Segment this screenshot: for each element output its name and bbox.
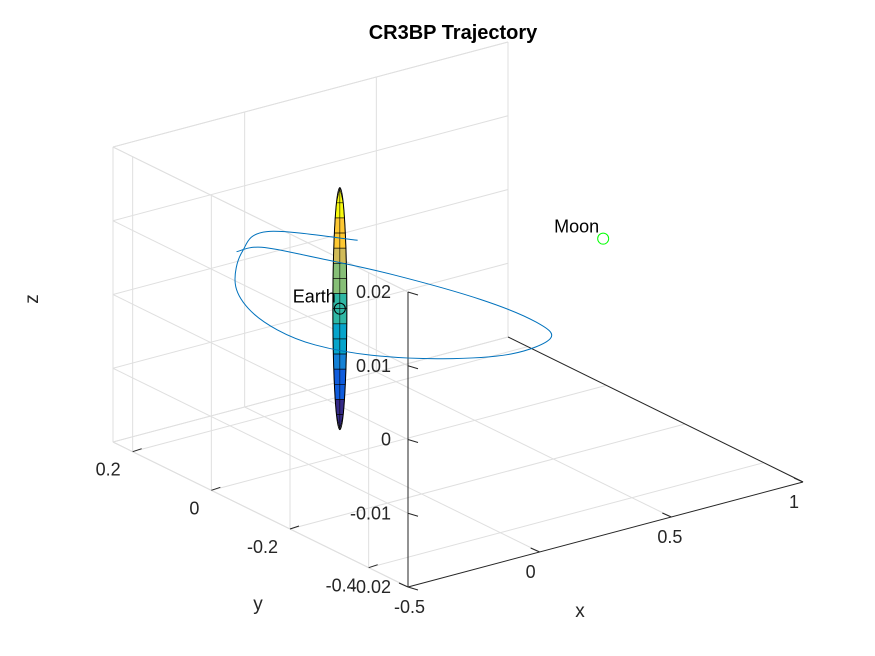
z-tick xyxy=(407,291,419,296)
x-tick-label: 0 xyxy=(526,562,536,582)
trajectory-line xyxy=(234,230,553,360)
z-tick xyxy=(407,586,419,591)
z-tick-label: 0.01 xyxy=(356,356,391,376)
y-tick-label: -0.2 xyxy=(247,537,278,557)
y-tick-label: -0.4 xyxy=(326,576,357,596)
axes xyxy=(132,291,804,591)
z-tick xyxy=(407,365,419,370)
grid-line xyxy=(112,262,509,369)
z-tick xyxy=(407,439,419,443)
grid-edge xyxy=(112,146,409,293)
grid-line xyxy=(132,346,528,453)
grid-line xyxy=(112,367,409,514)
bodies: Earth Moon xyxy=(293,217,610,315)
y-tick xyxy=(289,525,300,530)
y-tick xyxy=(211,486,221,491)
y-tick-label: 0.2 xyxy=(96,460,121,480)
z-tick-label: 0.02 xyxy=(356,282,391,302)
grid-line xyxy=(376,371,672,518)
grid-line xyxy=(112,220,409,367)
x-tick xyxy=(398,582,409,588)
grid-edge xyxy=(112,441,409,588)
x-tick-label: 1 xyxy=(789,492,799,512)
z-tick-label: -0.02 xyxy=(350,577,391,597)
earth-surface xyxy=(332,187,348,431)
grid-line xyxy=(112,189,509,295)
earth-marker xyxy=(333,302,346,315)
trajectory-series xyxy=(234,230,553,360)
z-tick xyxy=(407,512,419,517)
grid-line xyxy=(112,115,509,222)
y-axis-label: y xyxy=(253,594,263,615)
z-tick-label: 0 xyxy=(381,430,391,450)
moon-marker xyxy=(597,232,610,245)
x-axis-line xyxy=(407,481,804,588)
x-tick xyxy=(530,547,540,553)
grid-line xyxy=(368,462,764,569)
grid-line xyxy=(112,294,409,440)
grid-edge xyxy=(112,336,509,443)
moon-label: Moon xyxy=(554,217,599,237)
chart-title: CR3BP Trajectory xyxy=(369,22,538,44)
grid-line xyxy=(211,384,607,491)
y-tick-label: 0 xyxy=(189,498,199,518)
x-tick-label: 0.5 xyxy=(657,527,682,547)
x-axis-label: x xyxy=(575,601,585,622)
grid-edge xyxy=(112,41,509,148)
earth-label: Earth xyxy=(293,287,336,307)
x-tick xyxy=(662,512,672,518)
x-tick-label: -0.5 xyxy=(394,597,425,617)
z-tick-label: -0.01 xyxy=(350,503,391,523)
z-axis-label: z xyxy=(22,294,43,304)
y-axis-line xyxy=(507,336,804,483)
grid-line xyxy=(289,423,686,530)
x-tick xyxy=(793,477,804,483)
y-tick xyxy=(368,564,378,569)
y-tick xyxy=(132,448,142,453)
grid-line xyxy=(244,406,540,553)
tick-labels: -0.5 0 0.5 1 -0.4 -0.2 0 0.2 -0.02 -0.01 0 0.01 0.02 xyxy=(96,282,799,617)
grid xyxy=(112,41,804,588)
